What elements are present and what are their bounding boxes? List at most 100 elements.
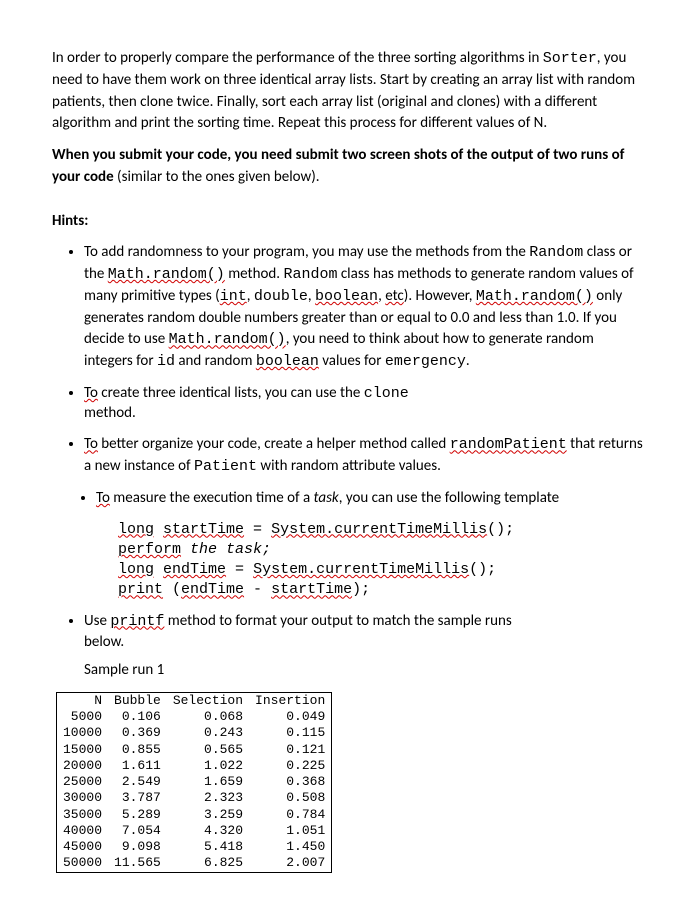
table-row: 200001.6111.0220.225 bbox=[57, 758, 332, 774]
table-cell: 50000 bbox=[57, 855, 109, 872]
table-cell: 6.825 bbox=[167, 855, 249, 872]
code-random: Random bbox=[283, 266, 337, 283]
table-cell: 0.106 bbox=[108, 709, 167, 725]
code-emergency: emergency bbox=[385, 353, 466, 370]
text: measure the execution time of a bbox=[110, 489, 314, 507]
hint-item-1: To add randomness to your program, you m… bbox=[84, 242, 644, 373]
table-row: 150000.8550.5650.121 bbox=[57, 742, 332, 758]
table-cell: 0.049 bbox=[249, 709, 332, 725]
text: In order to properly compare the perform… bbox=[52, 49, 543, 67]
hint-item-5: Use printf method to format your output … bbox=[84, 611, 644, 633]
sp: (); bbox=[469, 561, 496, 578]
code-randompatient: randomPatient bbox=[450, 436, 567, 453]
hint-item-2-tail: method. bbox=[84, 403, 644, 425]
hints-heading: Hints: bbox=[52, 211, 644, 233]
table-cell: 5.289 bbox=[108, 807, 167, 823]
table-cell: 1.022 bbox=[167, 758, 249, 774]
text: , bbox=[247, 287, 254, 305]
code-etc: etc bbox=[385, 287, 404, 305]
table-cell: 20000 bbox=[57, 758, 109, 774]
table-cell: 25000 bbox=[57, 774, 109, 790]
text: values for bbox=[319, 352, 385, 370]
table-cell: 35000 bbox=[57, 807, 109, 823]
table-cell: 45000 bbox=[57, 839, 109, 855]
table-cell: 2.323 bbox=[167, 790, 249, 806]
text: the task; bbox=[181, 541, 271, 558]
code-clone: clone bbox=[364, 385, 409, 402]
table-row: 350005.2893.2590.784 bbox=[57, 807, 332, 823]
table-cell: 5.418 bbox=[167, 839, 249, 855]
table-row: 50000.1060.0680.049 bbox=[57, 709, 332, 725]
text: ). However, bbox=[404, 287, 476, 305]
word-task: task bbox=[314, 489, 339, 507]
code-double: double bbox=[254, 288, 308, 305]
kw-print: print bbox=[118, 581, 163, 598]
call-currenttimemillis: System.currentTimeMillis bbox=[253, 561, 469, 578]
text: , bbox=[308, 287, 315, 305]
table-cell: 0.369 bbox=[108, 725, 167, 741]
sp bbox=[154, 561, 163, 578]
table-cell: 0.508 bbox=[249, 790, 332, 806]
sp: ( bbox=[163, 581, 181, 598]
text: with random attribute values. bbox=[257, 457, 441, 475]
table-cell: 11.565 bbox=[108, 855, 167, 872]
text: . bbox=[466, 352, 470, 370]
code-id: id bbox=[157, 353, 175, 370]
table-cell: 0.368 bbox=[249, 774, 332, 790]
code-printf: printf bbox=[110, 613, 164, 630]
table-cell: 0.115 bbox=[249, 725, 332, 741]
word-to: To bbox=[96, 489, 110, 507]
col-n: N bbox=[57, 692, 109, 709]
table-cell: 0.068 bbox=[167, 709, 249, 725]
table-row: 100000.3690.2430.115 bbox=[57, 725, 332, 741]
col-insertion: Insertion bbox=[249, 692, 332, 709]
sp: = bbox=[226, 561, 253, 578]
table-cell: 0.855 bbox=[108, 742, 167, 758]
table-cell: 5000 bbox=[57, 709, 109, 725]
var-starttime: startTime bbox=[271, 581, 352, 598]
sample-run-label: Sample run 1 bbox=[84, 660, 644, 682]
table-row: 400007.0544.3201.051 bbox=[57, 823, 332, 839]
kw-long: long bbox=[118, 561, 154, 578]
table-cell: 4.320 bbox=[167, 823, 249, 839]
col-selection: Selection bbox=[167, 692, 249, 709]
col-bubble: Bubble bbox=[108, 692, 167, 709]
text: To add randomness to your program, you m… bbox=[84, 243, 529, 261]
sp: - bbox=[244, 581, 271, 598]
text: method. bbox=[225, 265, 284, 283]
table-cell: 1.051 bbox=[249, 823, 332, 839]
var-starttime: startTime bbox=[163, 521, 244, 538]
table-cell: 2.007 bbox=[249, 855, 332, 872]
var-endtime: endTime bbox=[181, 581, 244, 598]
table-cell: 0.243 bbox=[167, 725, 249, 741]
hints-list-2: Use printf method to format your output … bbox=[52, 611, 644, 682]
kw-perform: perform bbox=[118, 541, 181, 558]
table-cell: 0.784 bbox=[249, 807, 332, 823]
text: create three identical lists, you can us… bbox=[98, 384, 364, 402]
intro-para-2: When you submit your code, you need subm… bbox=[52, 145, 644, 189]
table-cell: 2.549 bbox=[108, 774, 167, 790]
table-row: 5000011.5656.8252.007 bbox=[57, 855, 332, 872]
table-cell: 10000 bbox=[57, 725, 109, 741]
table-cell: 9.098 bbox=[108, 839, 167, 855]
table-cell: 3.787 bbox=[108, 790, 167, 806]
hint-item-2: To create three identical lists, you can… bbox=[84, 383, 644, 405]
sample-run-table: N Bubble Selection Insertion 50000.1060.… bbox=[56, 692, 332, 873]
table-cell: 0.225 bbox=[249, 758, 332, 774]
table-cell: 3.259 bbox=[167, 807, 249, 823]
table-cell: 30000 bbox=[57, 790, 109, 806]
sp: = bbox=[244, 521, 271, 538]
var-endtime: endTime bbox=[163, 561, 226, 578]
code-boolean: boolean bbox=[315, 288, 378, 305]
table-cell: 0.121 bbox=[249, 742, 332, 758]
table-row: 450009.0985.4181.450 bbox=[57, 839, 332, 855]
table-cell: 0.565 bbox=[167, 742, 249, 758]
hint-item-5-tail: below. bbox=[84, 632, 644, 654]
code-sorter: Sorter bbox=[543, 50, 597, 67]
intro-para-1: In order to properly compare the perform… bbox=[52, 48, 644, 135]
code-math-random: Math.random() bbox=[476, 288, 593, 305]
text: and random bbox=[175, 352, 256, 370]
text: (similar to the ones given below). bbox=[117, 168, 320, 186]
table-cell: 40000 bbox=[57, 823, 109, 839]
sp: ); bbox=[352, 581, 370, 598]
